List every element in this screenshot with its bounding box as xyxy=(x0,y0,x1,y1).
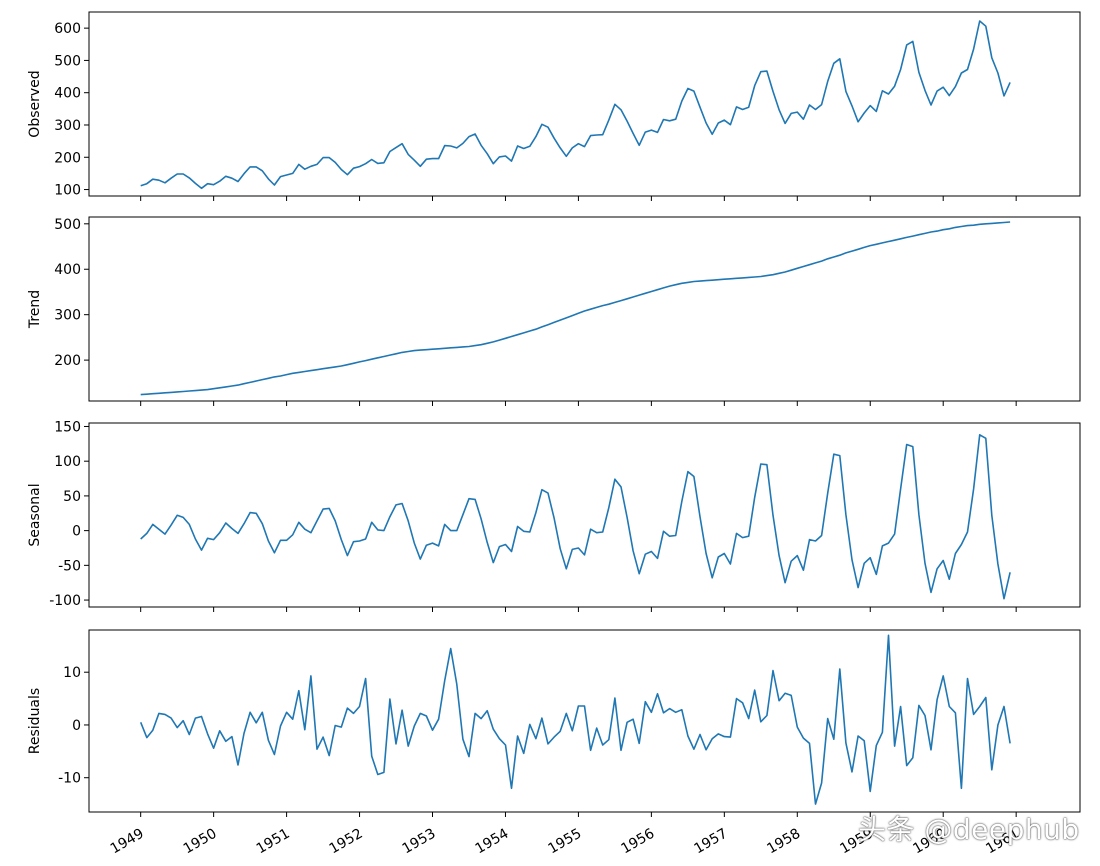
seasonal-ytick-label: 0 xyxy=(72,524,81,540)
residuals-ytick-label: 0 xyxy=(72,718,81,734)
xtick-label: 1949 xyxy=(108,826,147,858)
xtick-label: 1957 xyxy=(691,826,730,858)
observed-ytick-label: 400 xyxy=(54,86,81,102)
xtick-label: 1951 xyxy=(254,826,293,858)
seasonal-ytick-label: 100 xyxy=(54,454,81,470)
residuals-ytick-label: 10 xyxy=(63,665,81,681)
xtick-label: 1952 xyxy=(327,826,366,858)
watermark-text: 头条 @deephub xyxy=(858,813,1080,846)
trend-series-line xyxy=(140,221,1011,396)
xtick-label: 1956 xyxy=(619,826,658,858)
trend-ytick-label: 400 xyxy=(54,262,81,278)
trend-ytick-label: 500 xyxy=(54,217,81,233)
observed-ytick-label: 500 xyxy=(54,53,81,69)
residuals-series-line xyxy=(139,634,1011,805)
xtick-label: 1955 xyxy=(546,826,585,858)
residuals-ytick-label: -10 xyxy=(58,771,81,787)
trend-ytick-label: 300 xyxy=(54,308,81,324)
observed-ytick-label: 200 xyxy=(54,150,81,166)
observed-axes-frame xyxy=(88,11,1081,197)
residuals-axes-frame xyxy=(88,629,1081,813)
seasonal-ytick-label: 50 xyxy=(63,489,81,505)
residuals-ylabel: Residuals xyxy=(27,688,43,754)
xtick-label: 1953 xyxy=(400,826,439,858)
seasonal-ylabel: Seasonal xyxy=(27,483,43,546)
observed-ytick-label: 300 xyxy=(54,118,81,134)
seasonal-ytick-label: -100 xyxy=(49,593,81,609)
trend-ytick-label: 200 xyxy=(54,353,81,369)
seasonal-series-line xyxy=(140,434,1011,600)
observed-ylabel: Observed xyxy=(27,70,43,137)
seasonal-ytick-label: 150 xyxy=(54,419,81,435)
trend-ylabel: Trend xyxy=(27,290,43,329)
xtick-label: 1954 xyxy=(473,826,512,858)
seasonal-axes-frame xyxy=(88,422,1081,608)
observed-ytick-label: 600 xyxy=(54,21,81,37)
observed-ytick-label: 100 xyxy=(54,183,81,199)
trend-axes-frame xyxy=(88,216,1081,402)
xtick-label: 1958 xyxy=(764,826,803,858)
xtick-label: 1950 xyxy=(181,826,220,858)
seasonal-ytick-label: -50 xyxy=(58,558,81,574)
observed-series-line xyxy=(140,20,1011,190)
